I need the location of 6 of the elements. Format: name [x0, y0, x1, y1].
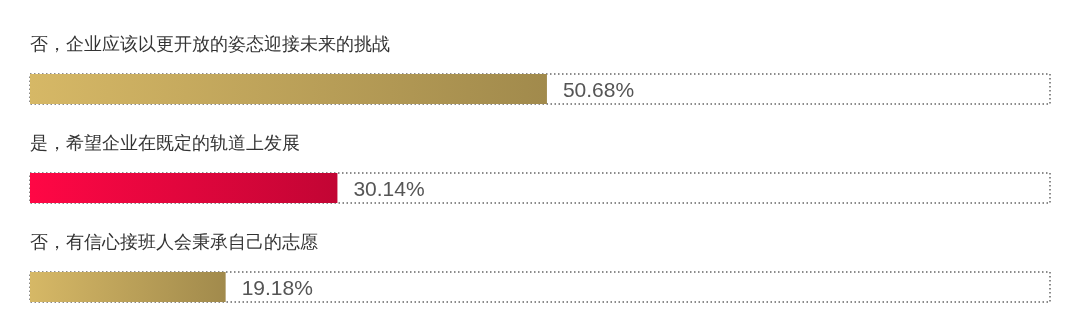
data-label: 19.18%	[241, 275, 313, 299]
data-label: 30.14%	[353, 176, 425, 200]
y-tick-label: 是，希望企业在既定的轨道上发展	[30, 132, 300, 153]
y-tick-label: 否，有信心接班人会秉承自己的志愿	[30, 231, 318, 252]
data-label: 50.68%	[562, 77, 635, 101]
y-tick-label: 否，企业应该以更开放的姿态迎接未来的挑战	[30, 33, 390, 54]
